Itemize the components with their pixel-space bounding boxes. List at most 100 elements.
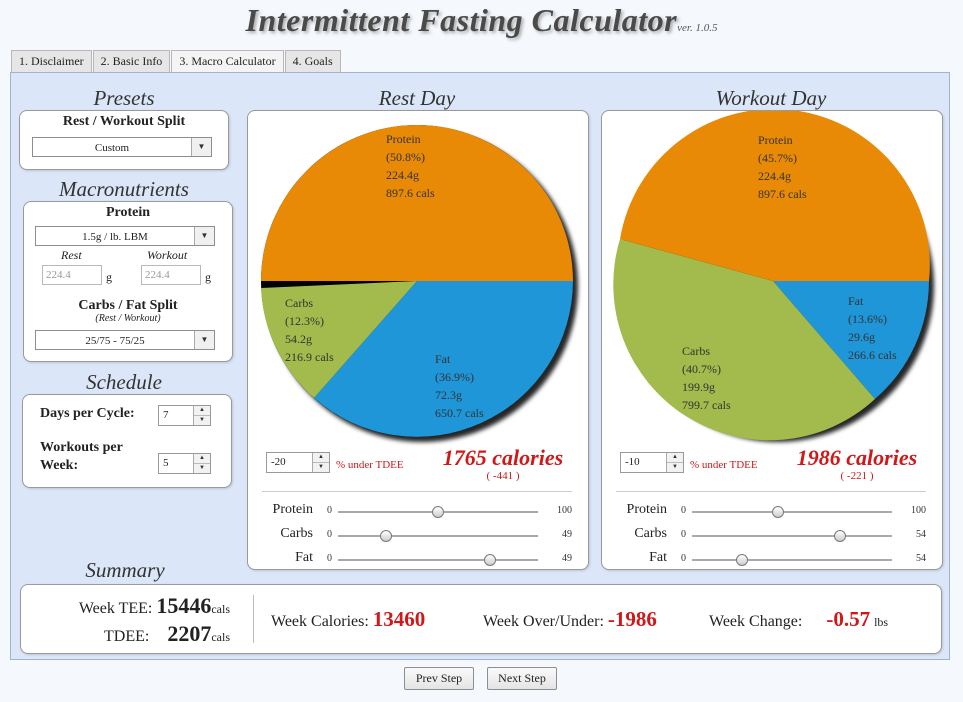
slider-min: 0 [681,529,686,540]
tab-disclaimer[interactable]: 1. Disclaimer [11,50,92,72]
slider-label: Carbs [280,526,313,541]
summary-title: Summary [85,558,165,582]
slider-max: 54 [916,529,926,540]
workout-tdee-label: % under TDEE [690,459,758,471]
week-tee-row: Week TEE: 15446cals [21,593,230,619]
tab-goals[interactable]: 4. Goals [284,50,341,72]
week-tee-value: 15446 [156,593,212,618]
days-per-cycle-label: Days per Cycle: [40,406,135,421]
slider-label: Fat [649,550,667,565]
slider-label: Fat [295,550,313,565]
split-select[interactable]: Custom ▼ [32,137,212,157]
slider-min: 0 [327,505,332,516]
rest-day-pie [261,125,573,437]
spinner-up-icon[interactable]: ▲ [313,453,329,463]
workout-label: Workout [147,248,188,262]
slider-max: 49 [562,553,572,564]
tdee-unit: cals [211,630,230,644]
workout-day-pie [613,111,930,441]
rest-protein-field[interactable]: 224.4 [42,265,102,285]
slider-label: Protein [272,502,313,517]
workout-sliders: Protein 0 100 Carbs 0 54 Fat 0 54 [602,496,942,566]
slider-track[interactable] [692,511,892,513]
workout-fat-label: Fat (13.6%) 29.6g 266.6 cals [848,294,897,362]
workout-day-card: Protein (45.7%) 224.4g 897.6 cals Carbs (40.… [601,110,943,570]
pie-slice-carbs [261,281,417,398]
pie-slice-protein [261,125,573,281]
app-version: ver. 1.0.5 [677,22,718,34]
summary-divider [253,595,254,643]
slider-max: 49 [562,529,572,540]
slider-handle[interactable] [834,530,846,542]
protein-label: Protein [105,205,151,220]
presets-title: Presets [93,86,155,110]
rest-tdee-spinner[interactable]: -20 ▲ ▼ [266,452,330,473]
rest-label: Rest [61,248,82,262]
workout-slider-protein: Protein 0 100 [602,502,942,522]
slider-label: Carbs [634,526,667,541]
workout-unit: g [205,270,211,284]
carbs-fat-select[interactable]: 25/75 - 75/25 ▼ [35,330,215,350]
spinner-up-icon[interactable]: ▲ [194,406,210,416]
pie-slice-fat [314,281,573,437]
next-step-button[interactable]: Next Step [487,667,557,690]
split-label: Rest / Workout Split [62,114,186,129]
slider-min: 0 [327,553,332,564]
slider-label: Protein [626,502,667,517]
protein-select[interactable]: 1.5g / lb. LBM ▼ [35,226,215,246]
workout-tdee-spinner[interactable]: -10 ▲ ▼ [620,452,684,473]
spinner-down-icon[interactable]: ▼ [318,464,324,470]
slider-handle[interactable] [736,554,748,566]
pie-slice-fat [773,281,929,399]
spinner-up-icon[interactable]: ▲ [194,454,210,464]
spinner-down-icon[interactable]: ▼ [199,417,205,423]
macronutrients-box: Protein 1.5g / lb. LBM ▼ Rest Workout 22… [23,201,233,362]
spinner-down-icon[interactable]: ▼ [672,464,678,470]
slider-track[interactable] [692,535,892,537]
workout-calorie-diff: ( -221 ) [840,470,874,482]
slider-max: 100 [911,505,926,516]
carbs-fat-label: Carbs / Fat Split [78,298,178,313]
summary-box: Week TEE: 15446cals TDEE: 2207cals Week … [20,584,942,654]
week-tee-unit: cals [211,602,230,616]
slider-handle[interactable] [772,506,784,518]
divider [616,491,926,492]
spinner-up-icon[interactable]: ▲ [667,453,683,463]
workout-protein-field[interactable]: 224.4 [141,265,201,285]
week-calories-label: Week Calories: [271,613,369,630]
week-change-value: -0.57 [826,607,871,631]
rest-slider-carbs: Carbs 0 49 [248,526,588,546]
prev-step-button[interactable]: Prev Step [404,667,474,690]
rest-carbs-label: Carbs (12.3%) 54.2g 216.9 cals [285,296,334,364]
carbs-fat-sublabel: (Rest / Workout) [95,313,161,324]
rest-calorie-diff: ( -441 ) [486,470,520,482]
pie-slice-carbs [613,239,875,441]
app-title: Intermittent Fasting Calculator [245,2,678,38]
slider-handle[interactable] [432,506,444,518]
slider-min: 0 [681,505,686,516]
slider-track[interactable] [338,535,538,537]
over-under-label: Week Over/Under: [483,613,604,630]
slider-min: 0 [681,553,686,564]
tdee-value: 2207 [167,621,212,646]
macronutrients-title: Macronutrients [59,177,189,201]
over-under-value: -1986 [607,607,657,631]
workout-protein-label: Protein (45.7%) 224.4g 897.6 cals [758,133,807,201]
rest-unit: g [106,270,112,284]
chevron-down-icon: ▼ [191,138,211,156]
days-per-cycle-spinner[interactable]: 7 ▲ ▼ [158,405,211,426]
rest-day-card: Protein (50.8%) 224.4g 897.6 cals Carbs (12.… [247,110,589,570]
rest-day-title: Rest Day [378,86,456,110]
rest-calories: 1765 calories [442,445,564,470]
slider-handle[interactable] [380,530,392,542]
pie-slice-protein [620,111,930,281]
slider-handle[interactable] [484,554,496,566]
slider-track[interactable] [692,559,892,561]
rest-protein-label: Protein (50.8%) 224.4g 897.6 cals [386,132,435,200]
tab-macro-calculator[interactable]: 3. Macro Calculator [171,50,284,73]
chevron-down-icon: ▼ [194,331,214,349]
spinner-down-icon[interactable]: ▼ [199,465,205,471]
tab-basic-info[interactable]: 2. Basic Info [92,50,171,72]
slider-track[interactable] [338,559,538,561]
workouts-per-week-spinner[interactable]: 5 ▲ ▼ [158,453,211,474]
